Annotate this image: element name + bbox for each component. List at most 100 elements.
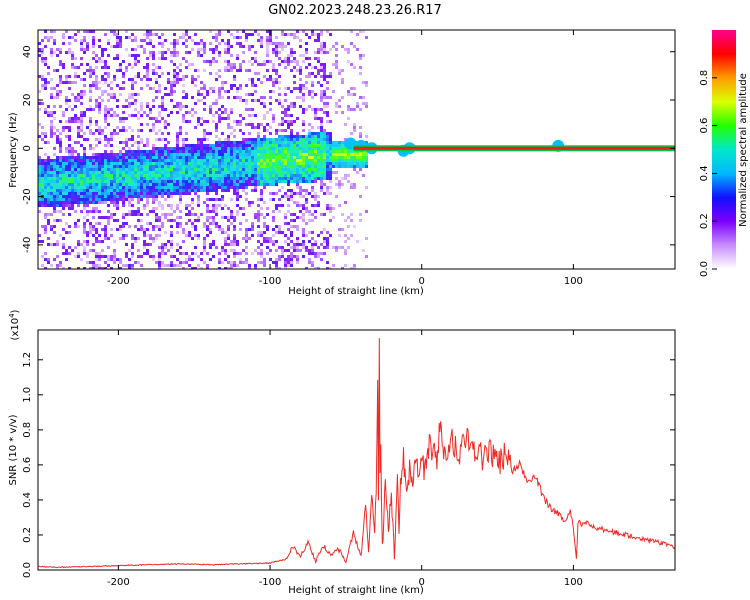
spectrogram-cell bbox=[116, 132, 119, 135]
spectrogram-cell bbox=[344, 48, 347, 51]
spectrogram-cell bbox=[311, 231, 314, 234]
spectrogram-cell bbox=[197, 183, 200, 186]
spectrogram-cell bbox=[56, 186, 59, 189]
spectrogram-cell bbox=[224, 111, 227, 114]
spectrogram-cell bbox=[212, 243, 215, 246]
spectrogram-cell bbox=[314, 204, 317, 207]
spectrogram-cell bbox=[77, 186, 80, 189]
spectrogram-cell bbox=[116, 156, 119, 159]
spectrogram-cell bbox=[266, 69, 269, 72]
spectrogram-cell bbox=[188, 258, 191, 261]
spectrogram-cell bbox=[158, 165, 161, 168]
spectrogram-cell bbox=[284, 129, 287, 132]
spectrogram-cell bbox=[179, 183, 182, 186]
spectrogram-cell bbox=[209, 48, 212, 51]
spectrogram-cell bbox=[179, 165, 182, 168]
spectrogram-cell bbox=[113, 213, 116, 216]
spectrogram-cell bbox=[77, 159, 80, 162]
spectrogram-cell bbox=[215, 171, 218, 174]
spectrogram-cell bbox=[92, 177, 95, 180]
spectrogram-cell bbox=[74, 165, 77, 168]
spectrogram-cell bbox=[68, 144, 71, 147]
spectrogram-cell bbox=[203, 189, 206, 192]
spectrogram-cell bbox=[338, 180, 341, 183]
spectrogram-cell bbox=[188, 231, 191, 234]
spectrogram-cell bbox=[65, 231, 68, 234]
spectrogram-cell bbox=[260, 195, 263, 198]
spectrogram-cell bbox=[176, 249, 179, 252]
spectrogram-cell bbox=[122, 174, 125, 177]
spectrogram-cell bbox=[47, 219, 50, 222]
spectrogram-cell bbox=[284, 93, 287, 96]
spectrogram-cell bbox=[299, 192, 302, 195]
spectrogram-cell bbox=[50, 198, 53, 201]
spectrogram-cell bbox=[224, 204, 227, 207]
spectrogram-cell bbox=[332, 156, 335, 159]
spectrogram-cell bbox=[47, 183, 50, 186]
spectrogram-cell bbox=[152, 207, 155, 210]
spectrogram-cell bbox=[257, 72, 260, 75]
spectrogram-cell bbox=[293, 138, 296, 141]
spectrogram-cell bbox=[122, 195, 125, 198]
spectrogram-cell bbox=[212, 60, 215, 63]
spectrogram-cell bbox=[155, 195, 158, 198]
spectrogram-cell bbox=[182, 171, 185, 174]
spectrogram-cell bbox=[239, 261, 242, 264]
spectrogram-cell bbox=[248, 93, 251, 96]
spectrogram-cell bbox=[137, 210, 140, 213]
spectrogram-cell bbox=[263, 168, 266, 171]
spectrogram-cell bbox=[341, 111, 344, 114]
spectrogram-cell bbox=[143, 252, 146, 255]
spectrogram-cell bbox=[278, 159, 281, 162]
spectrogram-cell bbox=[59, 48, 62, 51]
spectrogram-cell bbox=[104, 60, 107, 63]
spectrogram-cell bbox=[314, 162, 317, 165]
spectrogram-cell bbox=[290, 156, 293, 159]
spectrogram-cell bbox=[242, 237, 245, 240]
spectrogram-cell bbox=[353, 153, 356, 156]
spectrogram-cell bbox=[152, 210, 155, 213]
spectrogram-cell bbox=[239, 87, 242, 90]
spectrogram-cell bbox=[269, 60, 272, 63]
spectrogram-cell bbox=[275, 81, 278, 84]
spectrogram-cell bbox=[101, 162, 104, 165]
spectrogram-cell bbox=[218, 144, 221, 147]
spectrogram-cell bbox=[305, 48, 308, 51]
spectrogram-cell bbox=[206, 174, 209, 177]
spectrogram-cell bbox=[278, 147, 281, 150]
spectrogram-cell bbox=[47, 114, 50, 117]
spectrogram-cell bbox=[158, 114, 161, 117]
spectrogram-cell bbox=[296, 96, 299, 99]
spectrogram-cell bbox=[353, 150, 356, 153]
spectrogram-cell bbox=[77, 132, 80, 135]
spectrogram-cell bbox=[110, 153, 113, 156]
spectrogram-cell bbox=[224, 231, 227, 234]
spectrogram-cell bbox=[254, 168, 257, 171]
spectrogram-cell bbox=[185, 171, 188, 174]
spectrogram-cell bbox=[188, 186, 191, 189]
spectrogram-cell bbox=[47, 195, 50, 198]
spectrogram-cell bbox=[41, 168, 44, 171]
spectrogram-cell bbox=[86, 45, 89, 48]
spectrogram-cell bbox=[290, 189, 293, 192]
spectrogram-cell bbox=[98, 105, 101, 108]
spectrogram-cell bbox=[305, 153, 308, 156]
spectrogram-cell bbox=[140, 228, 143, 231]
spectrogram-cell bbox=[164, 243, 167, 246]
spectrogram-cell bbox=[302, 96, 305, 99]
spectrogram-cell bbox=[338, 150, 341, 153]
spectrogram-cell bbox=[254, 30, 257, 33]
spectrogram-cell bbox=[161, 54, 164, 57]
spectrogram-cell bbox=[167, 159, 170, 162]
spectrogram-cell bbox=[125, 48, 128, 51]
spectrogram-cell bbox=[233, 63, 236, 66]
spectrogram-cell bbox=[134, 210, 137, 213]
spectrogram-cell bbox=[188, 156, 191, 159]
spectrogram-cell bbox=[269, 171, 272, 174]
spectrogram-cell bbox=[125, 150, 128, 153]
spectrogram-cell bbox=[152, 255, 155, 258]
spectrogram-cell bbox=[266, 39, 269, 42]
spectrogram-cell bbox=[53, 126, 56, 129]
spectrogram-cell bbox=[176, 66, 179, 69]
spectrogram-cell bbox=[107, 111, 110, 114]
